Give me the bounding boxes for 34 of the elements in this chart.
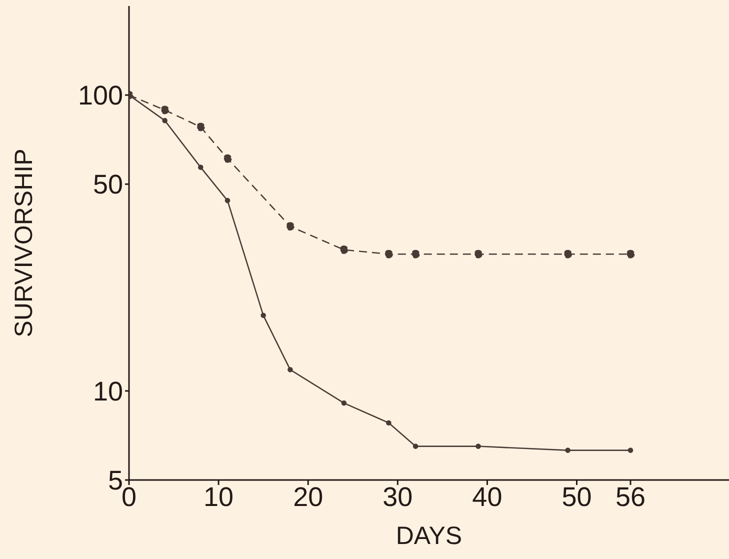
x-tick-label: 30 <box>382 482 413 512</box>
point <box>412 444 418 449</box>
point <box>628 448 634 453</box>
point <box>288 367 293 372</box>
point <box>223 154 232 163</box>
point <box>224 198 230 204</box>
y-axis-title: SURVIVORSHIP <box>10 148 38 338</box>
y-tick-label: 5 <box>108 466 123 496</box>
x-tick-label: 56 <box>615 482 646 512</box>
point <box>340 246 348 254</box>
y-tick-label: 100 <box>78 80 123 111</box>
point <box>476 444 481 449</box>
x-tick-label: 50 <box>562 482 592 512</box>
point <box>564 250 572 258</box>
point <box>384 250 393 258</box>
x-tick-label: 40 <box>472 482 502 512</box>
point <box>474 250 483 258</box>
point <box>626 250 635 258</box>
point <box>196 122 205 132</box>
x-tick-label: 0 <box>121 482 137 512</box>
point <box>260 312 266 318</box>
point <box>198 164 204 170</box>
point <box>411 250 420 258</box>
x-tick-label: 20 <box>293 482 324 512</box>
point <box>286 222 294 231</box>
point <box>162 118 168 124</box>
point <box>565 448 570 453</box>
point <box>386 420 392 426</box>
point <box>160 106 170 114</box>
x-tick-label: 10 <box>204 482 234 512</box>
point <box>341 400 347 406</box>
y-tick-label: 50 <box>92 170 123 200</box>
y-tick-label: 10 <box>92 376 123 407</box>
x-axis-title: DAYS <box>396 522 462 550</box>
